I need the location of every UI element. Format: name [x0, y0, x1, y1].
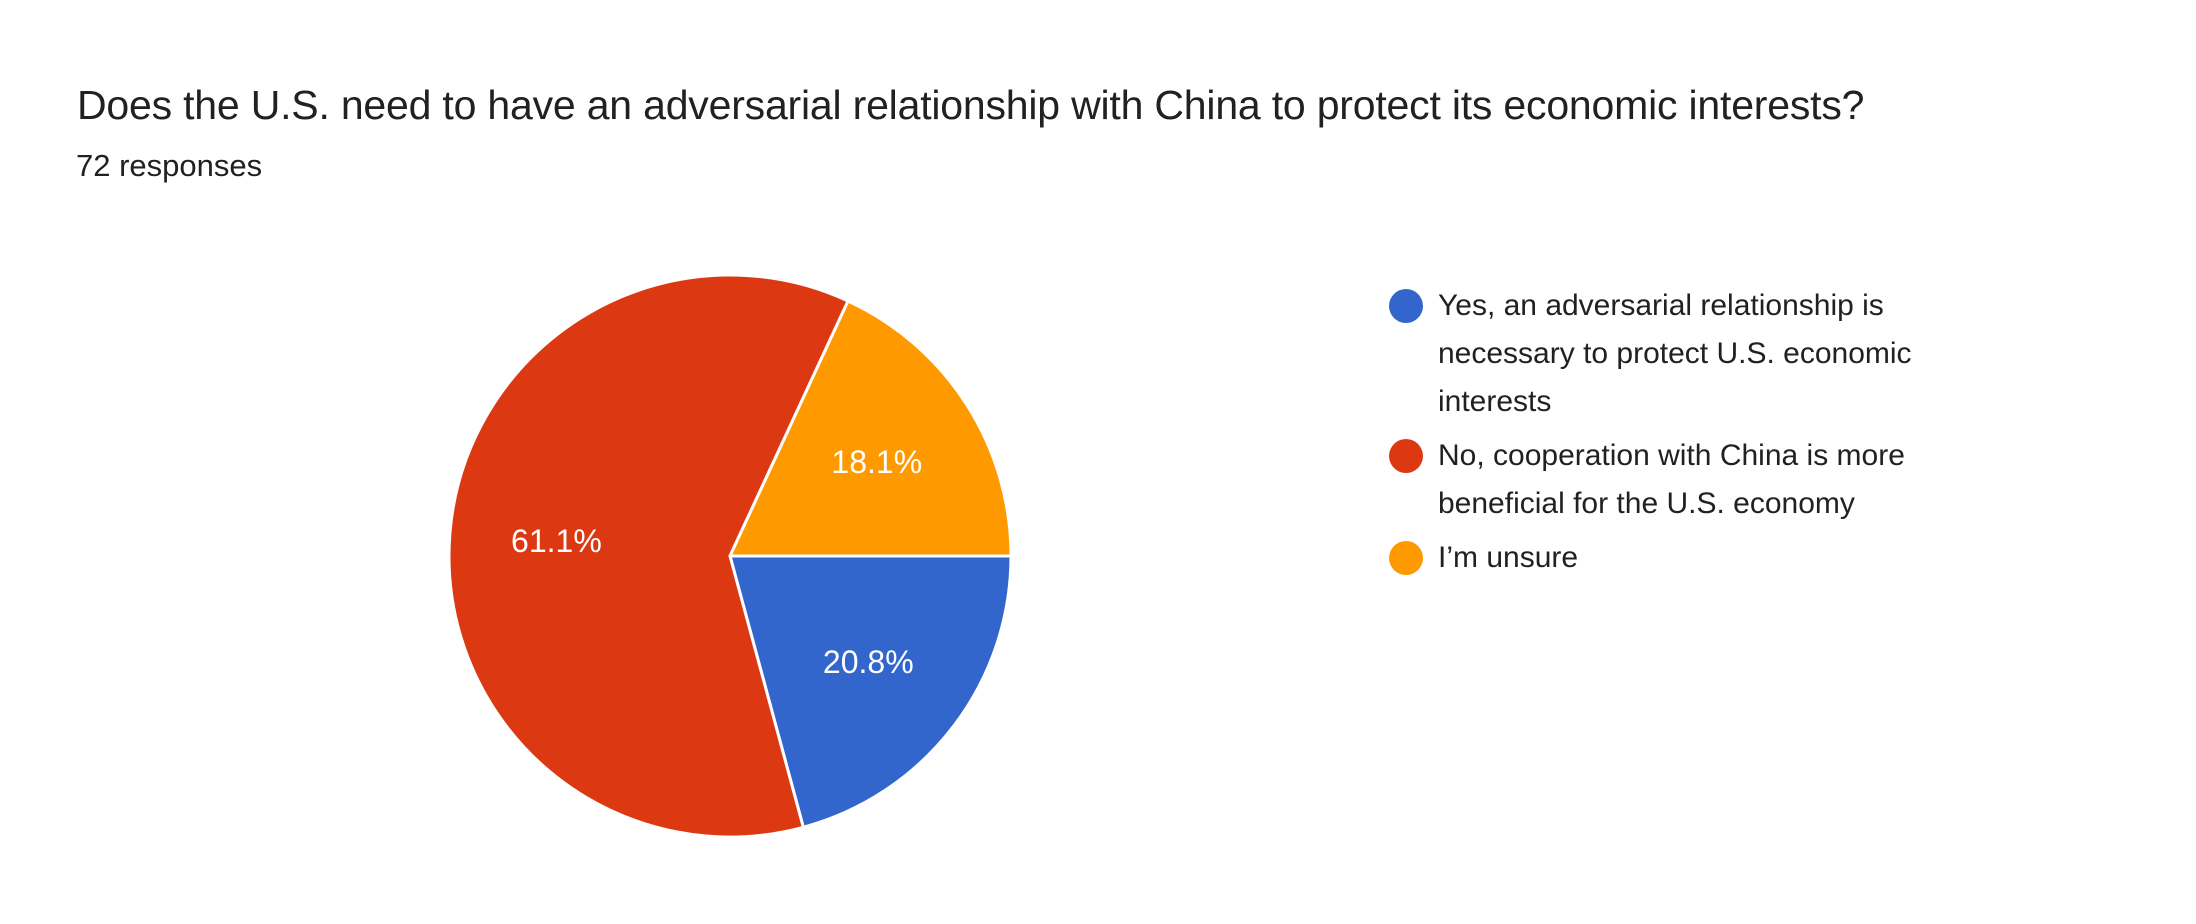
pie-slice	[447, 273, 850, 839]
pie-slice	[728, 554, 1013, 829]
legend-item-label: I’m unsure	[1438, 541, 1579, 574]
legend-color-dot	[1389, 289, 1423, 323]
legend-item-label: No, cooperation with China is more benef…	[1438, 439, 1905, 520]
response-count: 72 responses	[76, 148, 263, 183]
pie-slice-percent-label: 20.8%	[823, 644, 914, 680]
legend-color-dot	[1389, 541, 1423, 575]
question-title: Does the U.S. need to have an adversaria…	[77, 82, 1865, 128]
legend-color-dot	[1389, 439, 1423, 473]
legend-item: I’m unsure	[1389, 534, 2029, 582]
legend: Yes, an adversarial relationship is nece…	[1389, 282, 2029, 588]
pie-slice-percent-label: 18.1%	[831, 444, 922, 480]
pie-slice-percent-label: 61.1%	[511, 523, 602, 559]
pie-slice	[728, 299, 1013, 558]
legend-item-label: Yes, an adversarial relationship is nece…	[1438, 289, 1912, 418]
legend-item: Yes, an adversarial relationship is nece…	[1389, 282, 2029, 426]
pie-chart: 20.8% 61.1% 18.1%	[447, 273, 1013, 839]
legend-item: No, cooperation with China is more benef…	[1389, 432, 2029, 528]
